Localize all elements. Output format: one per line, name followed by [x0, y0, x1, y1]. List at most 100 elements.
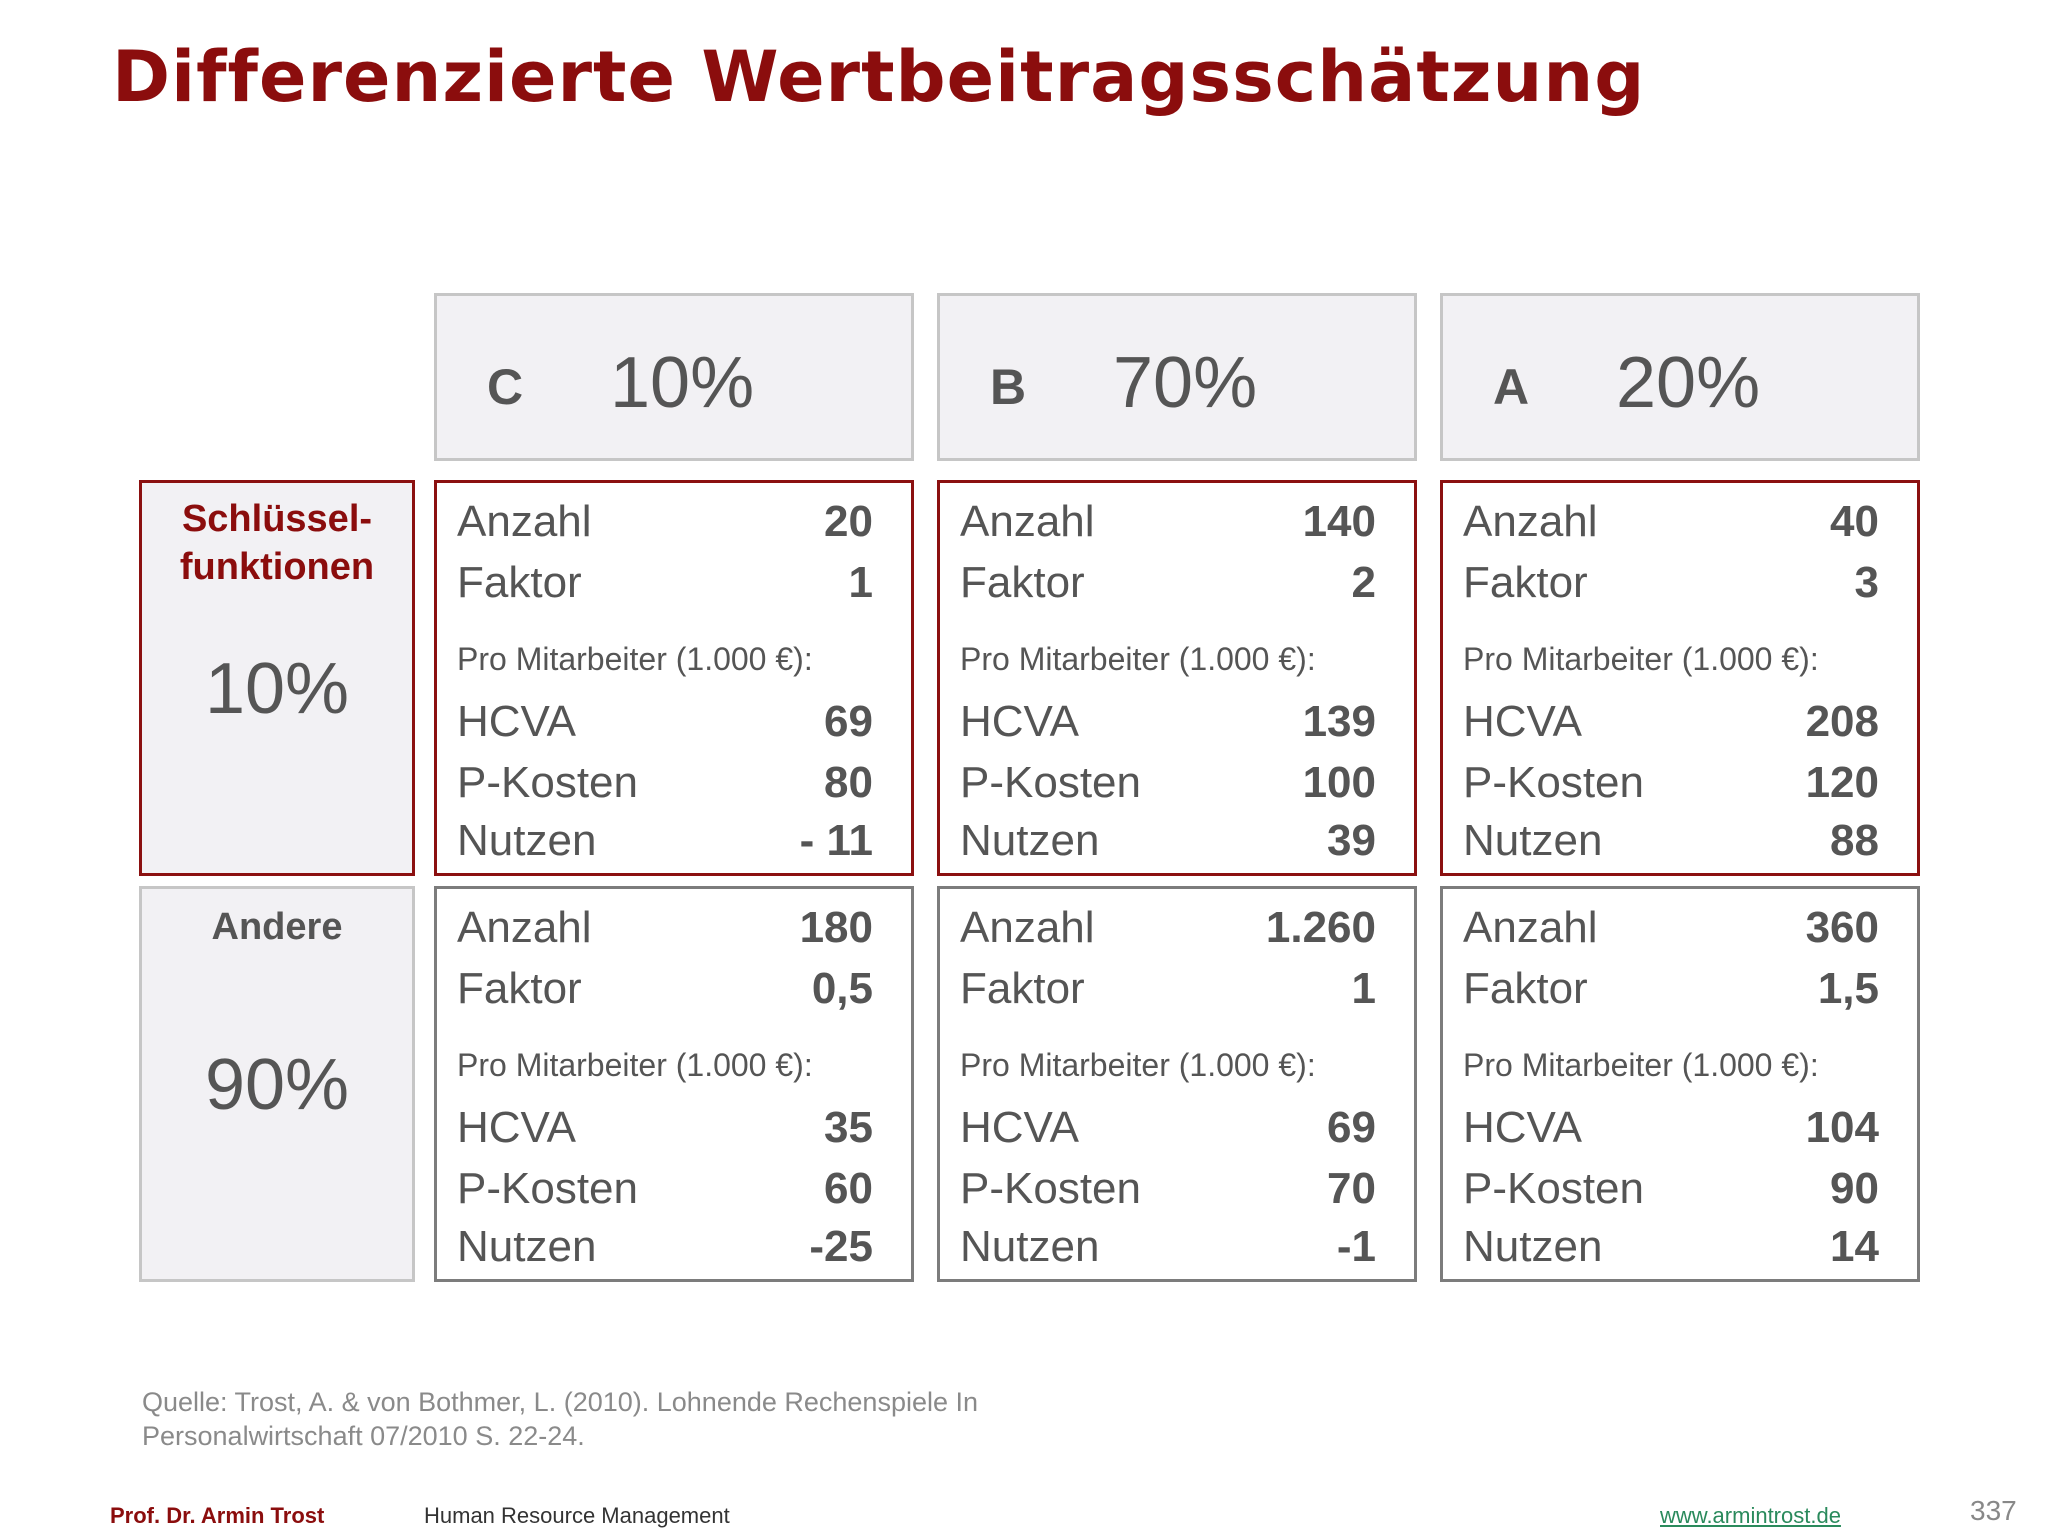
- count-line: Anzahl 40: [1463, 497, 1879, 547]
- hcva-label: HCVA: [960, 697, 1079, 746]
- per-employee-label: Pro Mitarbeiter (1.000 €):: [457, 641, 813, 677]
- column-header-a: A 20%: [1440, 293, 1920, 461]
- column-percent: 70%: [1113, 343, 1258, 423]
- benefit-line: Nutzen -25: [457, 1222, 873, 1272]
- benefit-label: Nutzen: [1463, 1222, 1603, 1271]
- row-share: 90%: [204, 1045, 350, 1125]
- per-employee-label: Pro Mitarbeiter (1.000 €):: [1463, 641, 1819, 677]
- footer-course: Human Resource Management: [424, 1503, 730, 1528]
- count-line: Anzahl 180: [457, 903, 873, 953]
- costs-line: P-Kosten 60: [457, 1164, 873, 1214]
- benefit-label: Nutzen: [1463, 816, 1603, 865]
- source-citation: Quelle: Trost, A. & von Bothmer, L. (201…: [142, 1387, 979, 1451]
- count-value: 140: [1302, 497, 1376, 546]
- benefit-line: Nutzen 14: [1463, 1222, 1879, 1272]
- factor-value: 3: [1854, 558, 1879, 607]
- hcva-label: HCVA: [960, 1103, 1079, 1152]
- cell-other-a: Anzahl 360 Faktor 1,5 Pro Mitarbeiter (1.0…: [1440, 886, 1920, 1282]
- hcva-line: HCVA 208: [1463, 697, 1879, 747]
- per-employee-label: Pro Mitarbeiter (1.000 €):: [1463, 1047, 1819, 1083]
- hcva-value: 69: [1327, 1103, 1376, 1152]
- row-label-others: Andere 90%: [139, 886, 415, 1282]
- benefit-line: Nutzen -1: [960, 1222, 1376, 1272]
- row-name: Schlüssel- funktionen: [179, 498, 375, 588]
- benefit-value: - 11: [799, 816, 873, 865]
- factor-line: Faktor 3: [1463, 558, 1879, 608]
- count-value: 1.260: [1265, 903, 1376, 952]
- costs-line: P-Kosten 90: [1463, 1164, 1879, 1214]
- count-label: Anzahl: [1463, 903, 1598, 952]
- count-label: Anzahl: [960, 497, 1095, 546]
- count-value: 20: [824, 497, 873, 546]
- costs-value: 90: [1830, 1164, 1879, 1213]
- factor-value: 0,5: [811, 964, 873, 1013]
- factor-label: Faktor: [1463, 558, 1588, 607]
- hcva-value: 104: [1805, 1103, 1879, 1152]
- hcva-line: HCVA 69: [960, 1103, 1376, 1153]
- column-percent: 10%: [610, 343, 755, 423]
- hcva-line: HCVA 35: [457, 1103, 873, 1153]
- benefit-line: Nutzen 39: [960, 816, 1376, 866]
- cell-key-c: Anzahl 20 Faktor 1 Pro Mitarbeiter (1.000 …: [434, 480, 914, 876]
- cell-other-b: Anzahl 1.260 Faktor 1 Pro Mitarbeiter (1.0…: [937, 886, 1417, 1282]
- costs-value: 70: [1327, 1164, 1376, 1213]
- hcva-value: 69: [824, 697, 873, 746]
- factor-value: 1,5: [1817, 964, 1879, 1013]
- page-number: 337: [1970, 1495, 2017, 1526]
- count-label: Anzahl: [457, 903, 592, 952]
- hcva-line: HCVA 104: [1463, 1103, 1879, 1153]
- factor-line: Faktor 1,5: [1463, 964, 1879, 1014]
- factor-value: 2: [1351, 558, 1376, 607]
- factor-line: Faktor 0,5: [457, 964, 873, 1014]
- factor-line: Faktor 1: [457, 558, 873, 608]
- benefit-label: Nutzen: [960, 1222, 1100, 1271]
- count-line: Anzahl 140: [960, 497, 1376, 547]
- benefit-line: Nutzen 88: [1463, 816, 1879, 866]
- costs-value: 120: [1805, 758, 1879, 807]
- benefit-label: Nutzen: [457, 816, 597, 865]
- row-name: Andere: [211, 906, 343, 948]
- footer-website-link[interactable]: www.armintrost.de: [1660, 1503, 1841, 1528]
- per-employee-label: Pro Mitarbeiter (1.000 €):: [960, 641, 1316, 677]
- benefit-value: -25: [809, 1222, 873, 1271]
- benefit-value: -1: [1336, 1222, 1376, 1271]
- hcva-line: HCVA 69: [457, 697, 873, 747]
- cell-key-a: Anzahl 40 Faktor 3 Pro Mitarbeiter (1.000 …: [1440, 480, 1920, 876]
- costs-line: P-Kosten 120: [1463, 758, 1879, 808]
- per-employee-label: Pro Mitarbeiter (1.000 €):: [457, 1047, 813, 1083]
- costs-value: 80: [824, 758, 873, 807]
- benefit-value: 39: [1327, 816, 1376, 865]
- count-label: Anzahl: [457, 497, 592, 546]
- hcva-value: 35: [824, 1103, 873, 1152]
- count-value: 180: [799, 903, 873, 952]
- factor-value: 1: [848, 558, 873, 607]
- costs-line: P-Kosten 100: [960, 758, 1376, 808]
- hcva-line: HCVA 139: [960, 697, 1376, 747]
- per-employee-label: Pro Mitarbeiter (1.000 €):: [960, 1047, 1316, 1083]
- factor-line: Faktor 2: [960, 558, 1376, 608]
- factor-label: Faktor: [457, 964, 582, 1013]
- column-header-b: B 70%: [937, 293, 1417, 461]
- factor-label: Faktor: [960, 964, 1085, 1013]
- costs-label: P-Kosten: [960, 1164, 1141, 1213]
- costs-value: 60: [824, 1164, 873, 1213]
- slide-title: Differenzierte Wertbeitragsschätzung: [112, 36, 1646, 118]
- costs-label: P-Kosten: [960, 758, 1141, 807]
- benefit-line: Nutzen - 11: [457, 816, 873, 866]
- factor-label: Faktor: [457, 558, 582, 607]
- costs-label: P-Kosten: [1463, 1164, 1644, 1213]
- column-letter: B: [990, 359, 1027, 415]
- costs-label: P-Kosten: [457, 1164, 638, 1213]
- factor-label: Faktor: [960, 558, 1085, 607]
- count-value: 360: [1805, 903, 1879, 952]
- hcva-value: 139: [1302, 697, 1376, 746]
- costs-label: P-Kosten: [457, 758, 638, 807]
- hcva-label: HCVA: [457, 1103, 576, 1152]
- costs-value: 100: [1302, 758, 1376, 807]
- count-line: Anzahl 360: [1463, 903, 1879, 953]
- costs-line: P-Kosten 70: [960, 1164, 1376, 1214]
- costs-label: P-Kosten: [1463, 758, 1644, 807]
- benefit-label: Nutzen: [960, 816, 1100, 865]
- count-line: Anzahl 1.260: [960, 903, 1376, 953]
- hcva-label: HCVA: [1463, 1103, 1582, 1152]
